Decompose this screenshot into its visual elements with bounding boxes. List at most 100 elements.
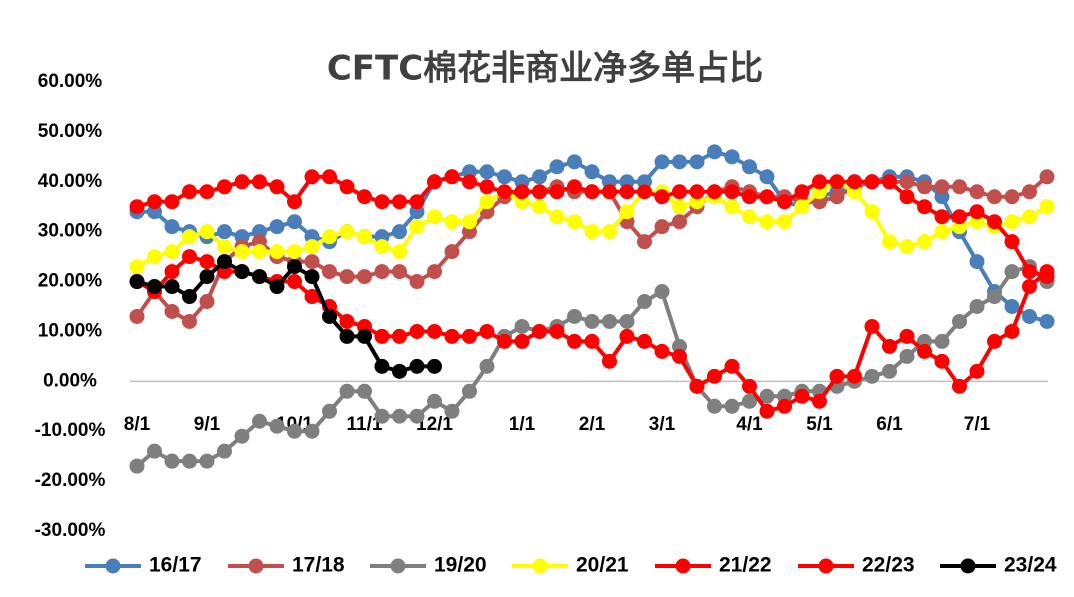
x-tick-label: 11/1 [347,414,383,435]
series-marker [952,179,967,195]
series-marker [637,234,652,250]
series-marker [462,383,477,399]
series-marker [497,169,512,185]
x-tick-label: 12/1 [416,414,453,435]
series-marker [794,184,810,200]
series-marker [672,154,687,170]
legend-label: 22/23 [862,554,915,577]
series-marker [724,358,740,374]
series-marker [1039,313,1055,329]
series-marker [269,244,285,260]
series-marker [374,264,390,280]
legend-label: 21/22 [719,554,772,577]
series-marker [532,184,547,200]
series-marker [759,189,775,205]
series-marker [164,244,180,260]
legend-marker [248,558,264,574]
series-marker [392,244,407,260]
series-marker [969,299,985,314]
series-marker [654,219,670,235]
series-marker [164,219,180,235]
series-marker [304,269,320,285]
series-marker [357,269,372,285]
series-marker [619,313,635,329]
series-marker [882,338,897,354]
series-marker [357,328,372,344]
legend-marker [960,558,976,574]
legend-label: 17/18 [292,554,345,577]
series-marker [567,154,582,170]
series-marker [584,224,600,240]
series-marker [427,264,442,280]
series-marker [584,313,600,329]
series-marker [549,323,565,339]
series-marker [287,244,302,260]
series-marker [234,174,250,190]
series-marker [164,264,180,280]
series-marker [392,224,407,240]
series-marker [532,169,547,185]
series-marker [374,358,390,374]
series-marker [252,269,267,285]
series-marker [409,194,425,210]
series-marker [742,393,757,409]
series-marker [514,318,530,334]
y-tick-label: 0.00% [43,370,97,391]
series-marker [374,239,390,255]
series-marker [129,458,145,474]
x-tick-label: 4/1 [736,414,763,435]
series-marker [199,294,215,310]
series-marker [339,313,355,329]
series-marker [409,408,425,424]
series-marker [497,333,512,349]
series-marker [182,249,197,265]
series-marker [462,328,477,344]
series-marker [374,408,390,424]
series-marker [742,378,757,394]
y-tick-label: 30.00% [38,221,103,242]
series-marker [304,423,320,439]
series-marker [1039,264,1055,280]
x-tick-label: 1/1 [509,414,536,435]
series-marker [672,214,687,230]
series-marker [899,189,915,205]
series-marker [427,209,442,225]
series-marker [584,164,600,180]
series-marker [654,189,670,205]
series-marker [339,269,355,285]
series-marker [409,274,425,290]
series-marker [724,184,740,200]
series-marker [199,254,215,270]
series-marker [427,393,442,409]
series-marker [829,368,845,384]
series-marker [567,333,582,349]
series-marker [514,333,530,349]
series-marker [549,184,565,200]
series-marker [1004,264,1020,280]
series-marker [759,214,775,230]
series-marker [584,184,600,200]
legend-marker [390,558,406,574]
series-marker [287,259,302,275]
series-marker [987,333,1002,349]
series-marker [444,169,460,185]
series-marker [952,209,967,225]
series-marker [672,184,687,200]
series-marker [934,224,950,240]
series-marker [899,239,915,255]
series-marker [392,328,407,344]
series-marker [637,333,652,349]
series-marker [882,234,897,250]
y-tick-label: -10.00% [35,420,106,441]
series-marker [409,358,425,374]
series-marker [532,323,547,339]
series-marker [252,174,267,190]
series-marker [812,174,827,190]
series-marker [1022,264,1037,280]
series-marker [234,264,250,280]
series-marker [514,184,530,200]
series-marker [217,179,232,195]
series-marker [462,214,477,230]
series-marker [444,244,460,260]
series-marker [899,174,915,190]
